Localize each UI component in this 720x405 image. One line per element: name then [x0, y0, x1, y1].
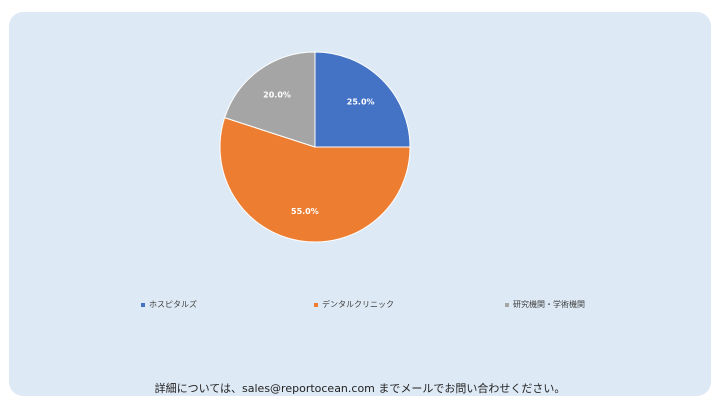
legend-item-dental-clinics: デンタルクリニック — [314, 299, 394, 310]
footer-contact-text: 詳細については、sales@reportocean.com までメールでお問い合… — [154, 382, 566, 395]
pie-slice-dental-clinics — [219, 117, 411, 243]
data-label-research-institutes: 20.0% — [263, 91, 291, 100]
legend-label-dental-clinics: デンタルクリニック — [322, 300, 394, 309]
legend-label-research-institutes: 研究機関・学術機関 — [513, 300, 585, 309]
legend-swatch-hospitals — [141, 302, 145, 307]
pie-slice-research-institutes — [224, 51, 316, 148]
legend-swatch-research-institutes — [505, 302, 509, 307]
data-label-dental-clinics: 55.0% — [291, 207, 319, 216]
pie-slice-hospitals — [314, 51, 411, 148]
legend-swatch-dental-clinics — [314, 302, 318, 307]
legend-item-research-institutes: 研究機関・学術機関 — [505, 299, 585, 310]
legend-item-hospitals: ホスピタルズ — [141, 299, 197, 310]
legend-label-hospitals: ホスピタルズ — [149, 300, 197, 309]
data-label-hospitals: 25.0% — [347, 97, 375, 106]
legend: ホスピタルズ デンタルクリニック 研究機関・学術機関 — [0, 299, 720, 315]
